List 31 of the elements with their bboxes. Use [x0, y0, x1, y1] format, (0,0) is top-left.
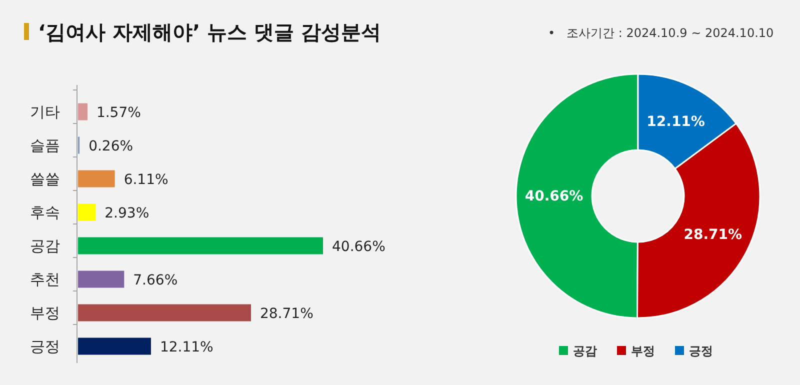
legend-label: 공감	[573, 344, 597, 358]
chart-subtitle: • 조사기간 : 2024.10.9 ~ 2024.10.10	[548, 26, 774, 40]
y-tick-label: 공감	[30, 236, 60, 255]
legend-label: 부정	[631, 344, 655, 358]
y-tick-label: 기타	[30, 102, 60, 121]
data-label: 12.11%	[160, 339, 214, 356]
chart-title: ‘김여사 자제해야’ 뉴스 댓글 감성분석	[38, 20, 382, 44]
data-label: 2.93%	[104, 205, 150, 222]
y-tick-label: 부정	[30, 304, 60, 322]
data-label: 1.57%	[96, 104, 141, 121]
y-tick-label: 쓸쓸	[30, 170, 60, 188]
y-tick-label: 슬픔	[30, 136, 60, 154]
data-label: 40.66%	[332, 238, 386, 255]
data-label: 0.26%	[88, 138, 134, 154]
bar	[78, 170, 115, 188]
data-label: 6.11%	[124, 172, 168, 188]
data-label: 7.66%	[133, 272, 178, 288]
y-tick-label: 긍정	[30, 337, 60, 356]
bar	[78, 237, 323, 254]
data-label: 28.71%	[260, 306, 314, 322]
y-tick-label: 추천	[30, 270, 60, 288]
bar	[78, 204, 96, 221]
data-label: 12.11%	[646, 114, 705, 130]
bar	[78, 304, 251, 322]
legend-label: 긍정	[689, 344, 713, 358]
data-label: 40.66%	[524, 188, 584, 205]
data-label: 28.71%	[684, 227, 742, 244]
bar	[78, 270, 124, 288]
bar	[78, 338, 151, 355]
bar	[78, 103, 88, 120]
y-tick-label: 후속	[30, 203, 60, 222]
